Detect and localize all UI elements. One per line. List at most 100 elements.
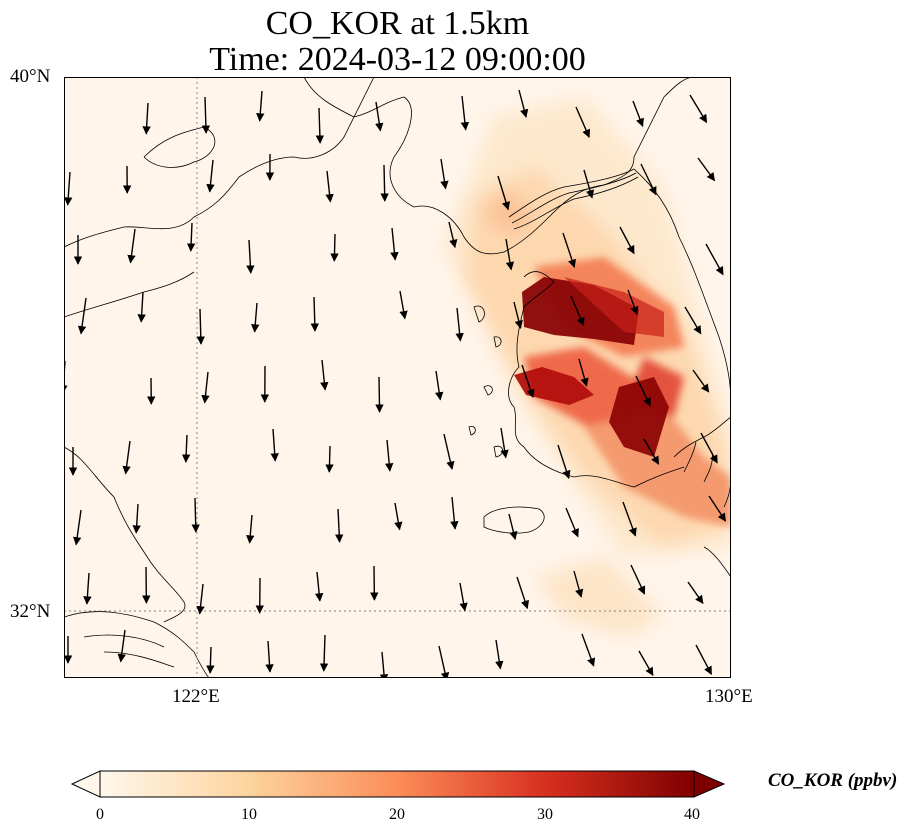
wind-arrow [315, 107, 325, 144]
wind-arrow [325, 445, 334, 473]
wind-arrow [565, 507, 579, 538]
map-frame [64, 77, 731, 678]
wind-arrow [627, 289, 639, 316]
wind-arrow [380, 164, 389, 202]
wind-vectors [64, 89, 727, 678]
wind-arrow [692, 369, 710, 393]
wind-arrow [695, 644, 713, 675]
wind-arrow [435, 370, 444, 401]
wind-arrow [375, 101, 384, 132]
wind-arrow [122, 440, 131, 475]
wind-arrow [581, 633, 596, 667]
wind-arrow [495, 639, 504, 670]
wind-arrow [638, 650, 654, 677]
wind-arrow [562, 232, 576, 268]
wind-arrow [206, 159, 215, 193]
wind-arrow [583, 169, 595, 199]
wind-arrow [500, 427, 509, 459]
wind-arrow [196, 583, 205, 615]
lon-label-130e: 130°E [705, 686, 753, 707]
wind-arrow [521, 364, 535, 398]
wind-arrow [132, 503, 141, 534]
colorbar [70, 770, 726, 798]
wind-arrow [630, 564, 646, 595]
wind-arrow [684, 306, 702, 335]
lon-label-122e: 122°E [172, 686, 220, 707]
map-title: CO_KOR at 1.5km [265, 5, 530, 42]
colorbar-tick-20: 20 [389, 806, 405, 823]
wind-arrow [72, 509, 82, 546]
co-concentration-field [444, 97, 731, 637]
wind-arrow [186, 222, 196, 252]
wind-arrow [127, 228, 136, 264]
wind-arrow [570, 295, 585, 327]
wind-arrow [619, 226, 635, 255]
wind-arrow [516, 576, 530, 610]
wind-arrow [325, 170, 334, 203]
wind-arrow [251, 302, 260, 333]
wind-arrow [455, 307, 464, 342]
wind-arrow [77, 297, 87, 335]
lat-label-32n: 32°N [10, 601, 51, 622]
colorbar-tick-0: 0 [96, 806, 104, 823]
colorbar-tick-10: 10 [241, 806, 257, 823]
wind-arrow [117, 629, 126, 663]
gridlines [64, 77, 731, 678]
wind-arrow [390, 227, 399, 261]
wind-arrow [460, 95, 470, 131]
colorbar-tick-30: 30 [537, 806, 553, 823]
wind-arrow [270, 428, 279, 462]
wind-arrow [191, 497, 200, 533]
wind-arrow [705, 243, 724, 276]
wind-arrow [142, 102, 151, 135]
wind-arrow [265, 640, 274, 673]
wind-arrow [443, 433, 455, 470]
wind-arrow [440, 158, 449, 190]
wind-arrow [399, 290, 408, 320]
wind-arrow [689, 94, 708, 124]
wind-arrow [379, 651, 389, 678]
colorbar-max-extend [693, 770, 726, 798]
wind-arrow [64, 171, 73, 206]
wind-arrow [246, 239, 255, 274]
wind-arrow [137, 291, 146, 323]
wind-arrow [320, 359, 329, 391]
wind-arrow [635, 375, 651, 407]
wind-arrow [700, 432, 718, 464]
map-panel [64, 77, 731, 678]
wind-arrow [438, 645, 450, 678]
wind-arrow [314, 571, 324, 602]
wind-arrow [196, 308, 205, 345]
wind-arrow [575, 106, 591, 138]
wind-arrow [385, 439, 394, 472]
wind-arrow [335, 508, 344, 543]
wind-arrow [557, 444, 571, 480]
lat-label-40n: 40°N [10, 66, 51, 87]
wind-arrow [206, 646, 215, 674]
wind-arrow [181, 434, 191, 463]
wind-arrow [518, 89, 529, 118]
colorbar-min-extend [70, 770, 101, 798]
wind-arrow [450, 496, 459, 530]
wind-arrow [640, 163, 657, 196]
wind-arrow [448, 221, 458, 249]
wind-arrow [697, 157, 716, 182]
wind-arrow [632, 100, 644, 127]
wind-arrow [508, 513, 518, 541]
wind-arrow [643, 438, 660, 465]
wind-arrow [622, 501, 637, 537]
wind-arrow [394, 502, 403, 531]
wind-arrow [578, 358, 589, 387]
wind-arrow [573, 570, 584, 598]
wind-arrow [256, 90, 265, 122]
colorbar-tick-40: 40 [684, 806, 700, 823]
wind-arrow [246, 514, 255, 544]
wind-arrow [201, 96, 211, 134]
wind-arrow [687, 581, 704, 604]
colorbar-gradient [99, 770, 695, 798]
wind-arrow [497, 175, 511, 211]
wind-arrow [375, 376, 384, 413]
map-time: Time: 2024-03-12 09:00:00 [209, 41, 586, 78]
wind-arrow [505, 238, 515, 271]
colorbar-label: CO_KOR (ppbv) [768, 770, 898, 791]
